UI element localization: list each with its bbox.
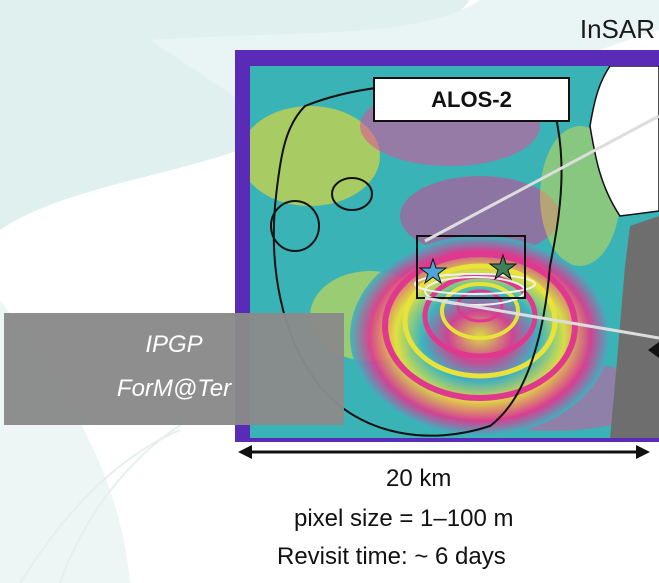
star-marker-green <box>488 253 518 281</box>
pixel-size-text: pixel size = 1–100 m <box>294 505 514 532</box>
credit-line-ipgp: IPGP <box>145 331 203 358</box>
crater-outline-2 <box>270 200 320 252</box>
star-marker-blue <box>418 257 448 285</box>
scale-bar-arrow <box>238 445 650 459</box>
gray-ocean-area <box>610 216 659 438</box>
satellite-label: ALOS-2 <box>373 77 570 122</box>
callout-line-bottom <box>424 296 659 340</box>
credit-box: IPGP ForM@Ter <box>4 313 344 425</box>
crater-outline-1 <box>331 177 373 211</box>
callout-line-top <box>424 114 659 243</box>
callout-arrowhead <box>648 342 659 358</box>
zoom-box <box>416 235 526 299</box>
white-ocean-area <box>589 66 659 217</box>
fringe-pattern <box>350 236 610 436</box>
revisit-time-text: Revisit time: ~ 6 days <box>277 543 506 570</box>
credit-line-formater: ForM@Ter <box>116 375 232 402</box>
insar-heading: InSAR <box>579 14 655 44</box>
scale-distance-label: 20 km <box>386 465 452 492</box>
